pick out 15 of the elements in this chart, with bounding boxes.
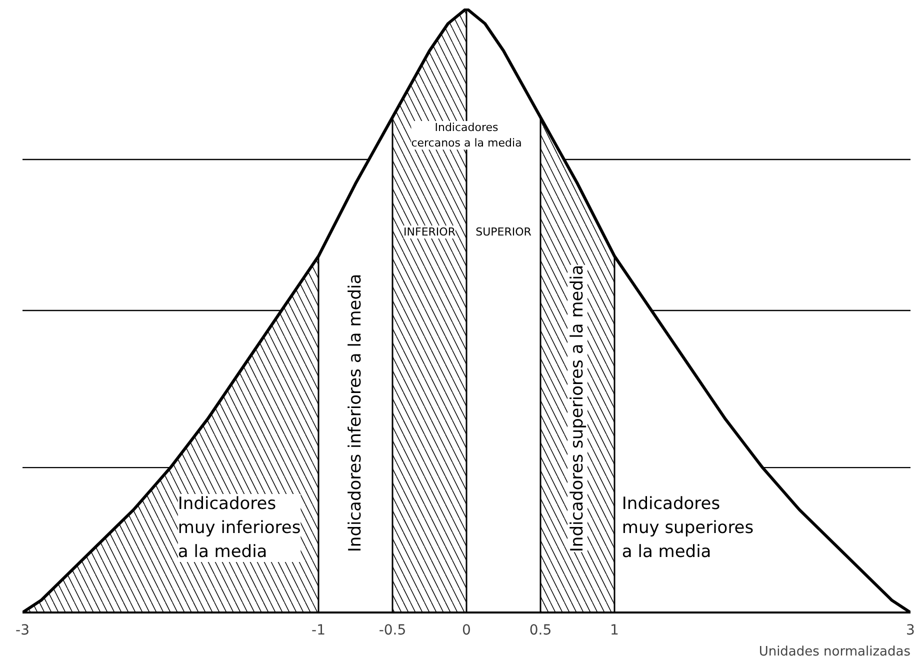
annotation: Indicadores muy superiores a la media [622,494,754,562]
x-tick-label: 0 [462,622,471,638]
x-tick-label: -0.5 [378,622,406,638]
annotation: Indicadores cercanos a la media [411,121,522,150]
annotation: Indicadores inferiores a la media [346,274,366,552]
annotation: SUPERIOR [476,225,532,238]
x-tick-label: -1 [312,622,326,638]
x-axis-title: Unidades normalizadas [758,644,911,660]
x-tick-label: -3 [16,622,30,638]
x-tick-label: 1 [610,622,619,638]
annotation: Indicadores muy inferiores a la media [178,494,301,562]
annotation: INFERIOR [404,225,456,238]
x-tick-label: 0.5 [529,622,552,638]
annotation: Indicadores superiores a la media [568,264,588,552]
x-tick-label: 3 [906,622,915,638]
